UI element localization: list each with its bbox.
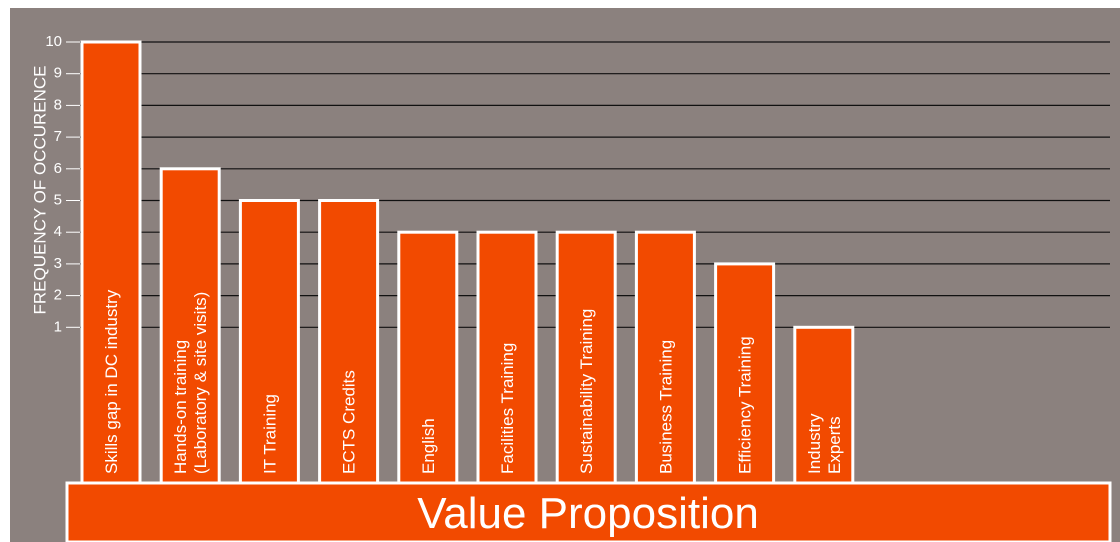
x-tick-label: Skills gap in DC industry: [102, 289, 121, 474]
bar: [793, 325, 855, 485]
title-box: [65, 481, 1112, 542]
bar: [714, 262, 776, 485]
bar: [634, 230, 696, 485]
x-tick-label: ECTS Credits: [340, 370, 359, 474]
x-tick-label: English: [419, 418, 438, 474]
category-label-group: Industry Experts: [805, 409, 844, 474]
category-label-group: ECTS Credits: [340, 370, 359, 474]
x-tick-label: Business Training: [656, 340, 675, 474]
x-tick-label: Efficiency Training: [736, 336, 755, 474]
category-label-group: IT Training: [260, 394, 279, 474]
category-label-group: Skills gap in DC industry: [102, 289, 121, 474]
y-tick-label: 10: [45, 33, 62, 50]
bar: [80, 40, 142, 485]
y-tick-label: 6: [54, 160, 62, 177]
y-tick-label: 1: [54, 318, 62, 335]
x-tick-label: Hands-on training (Laboratory & site vis…: [171, 292, 210, 474]
bar: [318, 199, 380, 485]
bar: [555, 230, 617, 485]
y-tick-label: 5: [54, 191, 62, 208]
y-tick-label: 9: [54, 65, 62, 82]
y-tick-label: 7: [54, 128, 62, 145]
x-tick-label: Facilities Training: [498, 343, 517, 474]
y-tick-label: 3: [54, 255, 62, 272]
x-tick-label: IT Training: [260, 394, 279, 474]
bar: [159, 167, 221, 485]
bar: [238, 199, 300, 485]
chart-title: Value Proposition: [417, 489, 759, 538]
y-tick-label: 4: [54, 223, 62, 240]
category-label-group: Efficiency Training: [736, 336, 755, 474]
category-label-group: Facilities Training: [498, 343, 517, 474]
y-tick-label: 2: [54, 287, 62, 304]
y-tick-label: 8: [54, 96, 62, 113]
y-axis-label: FREQUENCY OF OCCURENCE: [30, 65, 49, 314]
category-label-group: English: [419, 418, 438, 474]
x-tick-label: Industry Experts: [805, 409, 844, 474]
category-label-group: Business Training: [656, 340, 675, 474]
bar: [397, 230, 459, 485]
category-label-group: Hands-on training (Laboratory & site vis…: [171, 292, 210, 474]
x-tick-label: Sustainability Training: [577, 309, 596, 474]
bar: [476, 230, 538, 485]
category-label-group: Sustainability Training: [577, 309, 596, 474]
